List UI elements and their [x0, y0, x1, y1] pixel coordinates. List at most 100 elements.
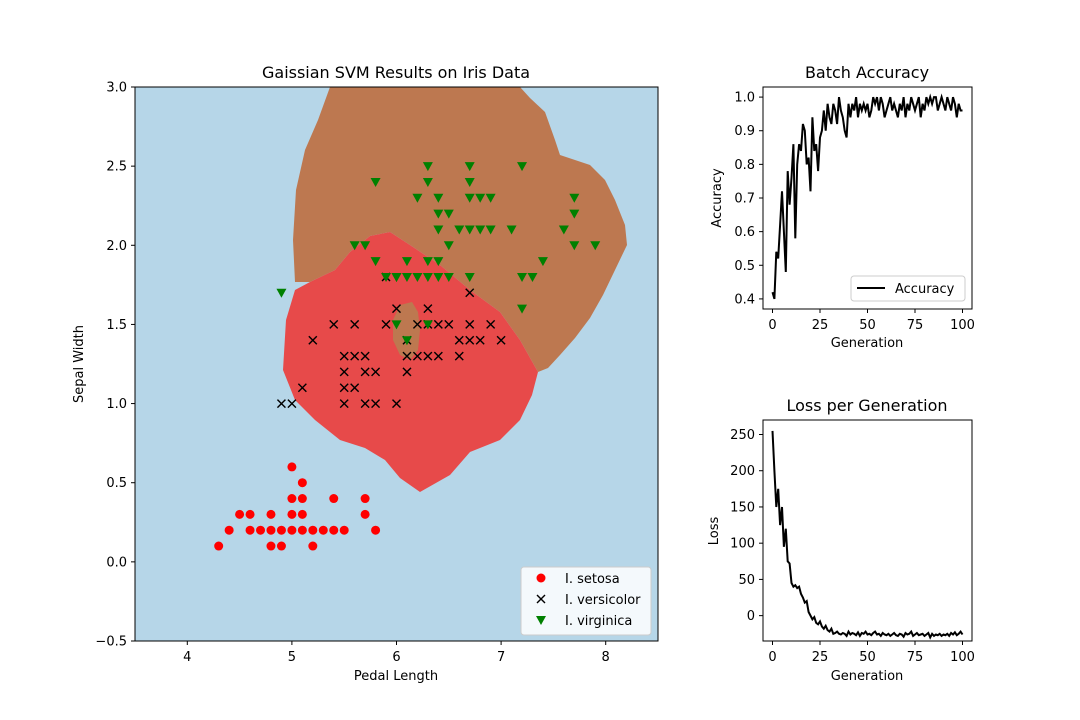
accuracy-y-tick-label: 0.7 — [734, 192, 755, 207]
svm-y-tick-label: 0.0 — [106, 555, 127, 570]
virginica-point — [401, 336, 412, 346]
virginica-point — [443, 272, 454, 282]
versicolor-point — [308, 335, 318, 345]
svm-x-tick-label: 5 — [288, 650, 296, 665]
setosa-point — [308, 541, 318, 551]
virginica-point — [433, 193, 444, 203]
versicolor-point — [433, 351, 443, 361]
virginica-point — [485, 225, 496, 235]
versicolor-point — [465, 319, 475, 329]
versicolor-point — [486, 319, 496, 329]
setosa-point — [360, 494, 370, 504]
virginica-point — [433, 272, 444, 282]
virginica-point — [558, 225, 569, 235]
loss-y-tick-label: 0 — [747, 609, 755, 624]
virginica-point — [517, 162, 528, 172]
setosa-point — [276, 541, 286, 551]
setosa-point — [276, 525, 286, 535]
versicolor-point — [276, 399, 286, 409]
versicolor-point — [329, 319, 339, 329]
accuracy-x-tick-label: 0 — [768, 318, 776, 333]
svm-legend-box — [520, 566, 652, 636]
virginica-point — [412, 193, 423, 203]
virginica-island-region — [393, 302, 420, 360]
versicolor-point — [339, 383, 349, 393]
versicolor-point — [392, 304, 401, 314]
accuracy-y-tick-label: 0.9 — [734, 124, 755, 139]
accuracy-x-tick-label: 100 — [950, 318, 975, 333]
virginica-point — [517, 304, 528, 314]
versicolor-point — [423, 351, 433, 361]
versicolor-point — [423, 304, 433, 314]
virginica-point — [433, 225, 444, 235]
versicolor-point — [465, 335, 475, 345]
accuracy-y-tick-label: 0.5 — [734, 259, 755, 274]
virginica-point — [422, 162, 433, 172]
virginica-point — [517, 272, 528, 282]
virginica-point — [464, 225, 475, 235]
setosa-point — [329, 525, 339, 535]
loss-x-tick-label: 75 — [907, 650, 924, 665]
virginica-point — [485, 193, 496, 203]
versicolor-point — [444, 319, 454, 329]
setosa-point — [235, 509, 245, 519]
versicolor-point — [381, 319, 391, 329]
virginica-point — [443, 209, 454, 219]
setosa-point — [287, 494, 297, 504]
virginica-point — [381, 272, 392, 282]
virginica-point — [360, 241, 371, 251]
versicolor-point — [350, 383, 360, 393]
versicolor-point — [402, 367, 412, 377]
svm-x-tick-label: 6 — [392, 650, 400, 665]
svm-points — [214, 162, 601, 551]
virginica-point — [475, 193, 486, 203]
setosa-point — [245, 509, 255, 519]
accuracy-legend-box — [850, 275, 966, 302]
virginica-point — [370, 177, 381, 187]
accuracy-y-tick-label: 0.6 — [734, 225, 755, 240]
virginica-point — [391, 272, 402, 282]
versicolor-point — [360, 367, 370, 377]
virginica-point — [443, 241, 454, 251]
loss-x-axis-label: Generation — [831, 669, 904, 684]
loss-axes-frame — [762, 419, 973, 642]
virginica-point — [464, 272, 475, 282]
setosa-point — [266, 541, 276, 551]
virginica-point — [464, 162, 475, 172]
setosa-point — [318, 525, 328, 535]
virginica-point — [370, 257, 381, 267]
virginica-point — [401, 272, 412, 282]
virginica-point — [422, 257, 433, 267]
legend-setosa-label: I. setosa — [565, 572, 620, 587]
svm-x-tick-label: 8 — [602, 650, 610, 665]
virginica-point — [569, 241, 580, 251]
svm-scatter-chart: 4 5 6 7 8 −0.5 0.0 0.5 1.0 1.5 2.0 2.5 3.0 Gaissian… — [72, 63, 659, 684]
svm-y-tick-label: 1.5 — [106, 318, 127, 333]
virginica-point — [391, 320, 402, 330]
setosa-point — [329, 494, 339, 504]
versicolor-point — [465, 288, 475, 298]
setosa-point — [297, 478, 307, 488]
virginica-point — [464, 193, 475, 203]
accuracy-x-ticks: 0 25 50 75 100 — [768, 309, 975, 333]
loss-y-tick-label: 200 — [730, 464, 755, 479]
loss-x-ticks: 0 25 50 75 100 — [768, 641, 975, 665]
setosa-point — [266, 525, 276, 535]
virginica-point — [433, 209, 444, 219]
svm-x-tick-label: 7 — [497, 650, 505, 665]
loss-x-tick-label: 25 — [812, 650, 829, 665]
accuracy-series-line — [771, 93, 963, 300]
versicolor-point — [475, 335, 485, 345]
virginica-point — [569, 193, 580, 203]
legend-setosa-marker — [536, 573, 546, 583]
accuracy-legend: Accuracy — [850, 275, 966, 302]
versicolor-point — [360, 399, 370, 409]
virginica-point — [527, 272, 538, 282]
loss-y-tick-label: 150 — [730, 500, 755, 515]
versicolor-point — [339, 351, 349, 361]
svm-x-tick-label: 4 — [183, 650, 191, 665]
virginica-point — [464, 177, 475, 187]
legend-virginica-label: I. virginica — [565, 614, 632, 629]
versicolor-point — [371, 399, 381, 409]
loss-series-line — [771, 430, 964, 640]
